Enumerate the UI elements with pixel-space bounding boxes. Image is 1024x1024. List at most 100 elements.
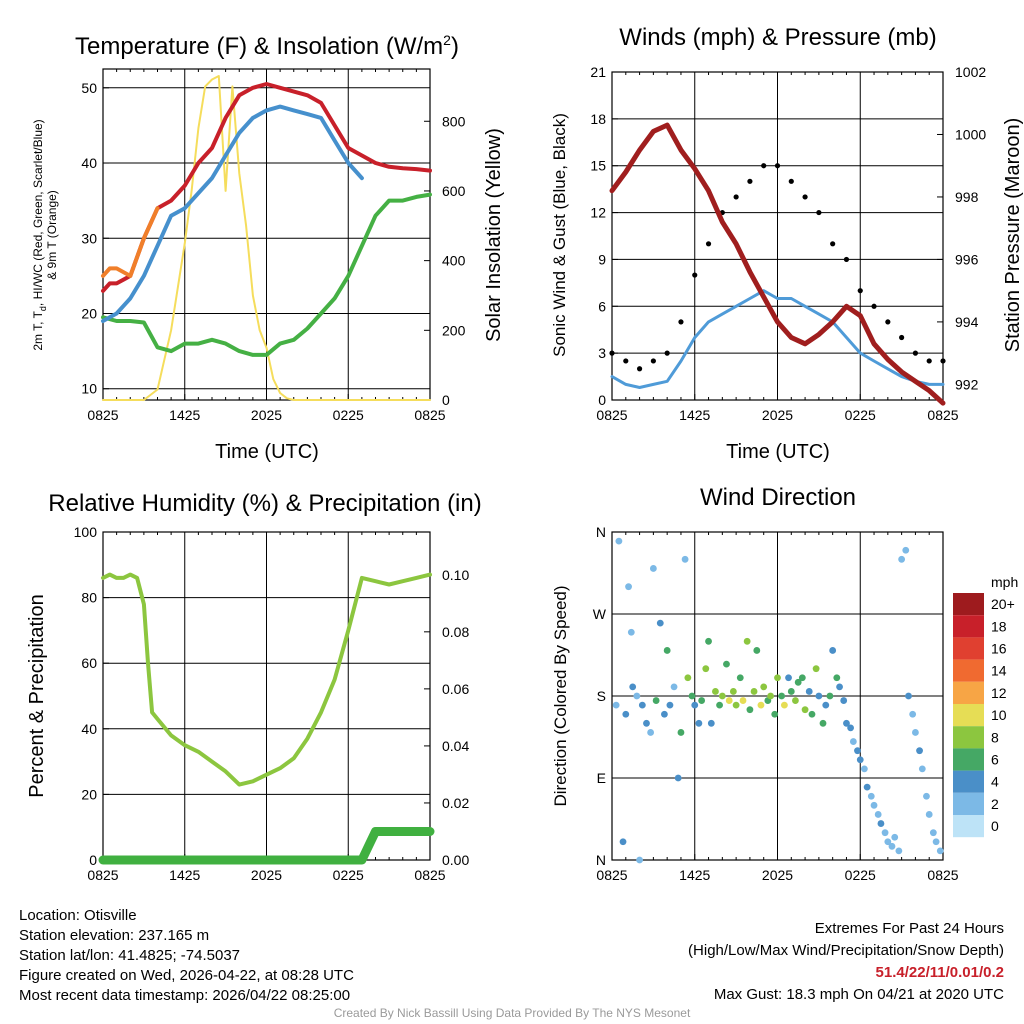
y2-tick-label: 992: [955, 376, 979, 392]
wind-direction-point: [627, 628, 635, 636]
wind-direction-title: Wind Direction: [700, 484, 856, 511]
wind-direction-point: [819, 719, 827, 727]
y2-tick-label: 0.00: [442, 852, 469, 868]
wind-direction-point: [905, 692, 912, 700]
wind-direction-point: [925, 811, 933, 818]
temperature-ylabel-line2: & 9m T (Orange): [45, 190, 59, 280]
y-tick-label: 18: [590, 111, 606, 127]
legend-swatch: [953, 770, 984, 793]
wind-direction-point: [636, 856, 643, 864]
wind-direction-point: [750, 688, 758, 695]
wind-direction-point: [767, 692, 775, 700]
wind-direction-point: [633, 692, 641, 700]
wind-direction-point: [923, 792, 930, 800]
wind-direction-point: [649, 565, 657, 572]
wind-direction-point: [705, 637, 712, 645]
wind-direction-point: [808, 710, 816, 718]
legend-swatch: [953, 792, 984, 815]
plot-frame: [611, 71, 944, 401]
wind-direction-point: [684, 674, 692, 682]
y-tick-label: 20: [81, 786, 97, 802]
y2-tick-label: 400: [442, 253, 466, 269]
wind-direction-point: [736, 674, 744, 682]
wind-direction-point: [707, 719, 715, 727]
y-tick-label: 3: [598, 345, 606, 361]
legend-swatch: [953, 681, 984, 704]
legend-swatch: [953, 593, 984, 616]
y-tick-label: 0: [89, 852, 97, 868]
max-gust: Max Gust: 18.3 mph On 04/21 at 2020 UTC: [713, 986, 1004, 1003]
temperature-xlabel: Time (UTC): [215, 441, 319, 463]
legend-label: 18: [991, 618, 1007, 634]
station-elevation: Station elevation: 237.165 m: [19, 927, 210, 944]
gust-point: [926, 358, 932, 364]
x-tick-label: 0825: [414, 407, 445, 423]
wind-direction-point: [778, 692, 786, 700]
wind-direction-point: [718, 692, 726, 700]
wind-direction-point: [760, 683, 768, 691]
winds-panel: Winds (mph) & Pressure (mb) Time (UTC) S…: [550, 24, 1024, 463]
wind-direction-point: [725, 697, 733, 704]
y2-tick-label: 0.04: [442, 738, 469, 754]
extremes-info: Extremes For Past 24 Hours (High/Low/Max…: [688, 918, 1004, 1006]
wind-direction-point: [854, 747, 861, 755]
y-tick-label: 40: [81, 155, 97, 171]
x-tick-label: 0225: [333, 867, 364, 883]
legend-label: 2: [991, 796, 999, 812]
x-tick-label: 2025: [762, 407, 793, 423]
legend-swatch: [953, 659, 984, 682]
y2-tick-label: 0.06: [442, 681, 469, 697]
y-tick-label: 20: [81, 305, 97, 321]
wind-direction-point: [638, 701, 646, 709]
wind-direction-point: [829, 647, 837, 654]
wind-direction-point: [849, 738, 857, 745]
legend-label: 12: [991, 685, 1007, 701]
x-tick-label: 0825: [87, 407, 118, 423]
wind-direction-point: [847, 724, 854, 732]
x-tick-label: 1425: [679, 407, 710, 423]
y-tick-label: N: [596, 524, 606, 540]
gust-point: [802, 194, 808, 200]
figure-created: Figure created on Wed, 2026-04-22, at 08…: [19, 967, 354, 984]
gust-point: [912, 350, 919, 356]
legend-swatch: [953, 815, 984, 838]
gust-point: [857, 288, 863, 294]
wind-direction-point: [771, 710, 779, 718]
wind-direction-point: [794, 678, 802, 686]
legend-label: 8: [991, 729, 999, 745]
gust-point: [678, 319, 684, 325]
wind-direction-point: [716, 701, 723, 709]
series-solar-insolation: [102, 75, 431, 401]
wind-direction-point: [695, 719, 703, 727]
wind-direction-point: [895, 847, 903, 855]
temperature-panel: Temperature (F) & Insolation (W/m2) Time…: [31, 32, 505, 463]
station-location: Location: Otisville: [19, 907, 137, 924]
x-tick-label: 2025: [251, 407, 282, 423]
gust-point: [747, 178, 753, 184]
gust-point: [885, 319, 891, 325]
wind-direction-point: [888, 842, 896, 850]
y2-tick-label: 998: [955, 189, 979, 205]
y2-tick-label: 0.02: [442, 795, 469, 811]
wind-direction-point: [629, 683, 637, 691]
wind-direction-point: [625, 583, 632, 591]
y-tick-label: 10: [81, 381, 97, 397]
legend-label: 16: [991, 641, 1007, 657]
gust-point: [761, 163, 767, 169]
wind-direction-point: [691, 701, 699, 709]
wind-direction-point: [877, 820, 885, 827]
recent-data-timestamp: Most recent data timestamp: 2026/04/22 0…: [19, 987, 351, 1004]
legend-swatch: [953, 748, 984, 771]
y2-tick-label: 800: [442, 113, 466, 129]
gust-point: [816, 209, 822, 216]
legend-label: 20+: [991, 596, 1015, 612]
wind-direction-point: [663, 647, 671, 654]
wind-direction-point: [826, 692, 834, 700]
wind-direction-point: [785, 674, 792, 682]
wind-direction-point: [881, 829, 889, 837]
wind-direction-point: [870, 801, 878, 809]
wind-direction-point: [681, 555, 689, 563]
y-tick-label: 0: [598, 392, 606, 408]
wind-direction-point: [774, 674, 781, 682]
wind-direction-point: [860, 765, 868, 773]
